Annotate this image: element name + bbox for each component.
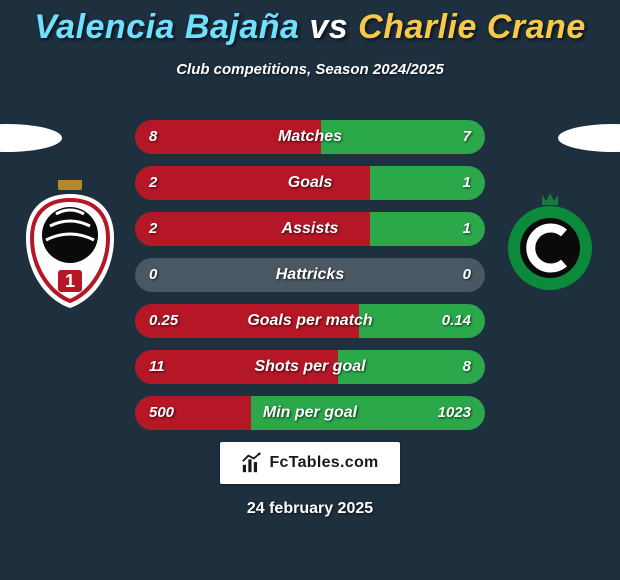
stats-panel: 87Matches 21Goals 21Assists 00Hattricks 0.25…: [135, 120, 485, 442]
stat-label: Hattricks: [135, 258, 485, 292]
stat-row: 0.250.14Goals per match: [135, 304, 485, 338]
fctables-label: FcTables.com: [269, 454, 378, 472]
stat-label: Min per goal: [135, 396, 485, 430]
player-b-name: Charlie Crane: [358, 8, 586, 46]
stat-row: 5001023Min per goal: [135, 396, 485, 430]
bar-chart-icon: [241, 452, 263, 474]
crown-icon: [542, 193, 558, 205]
club-crest-right: [500, 178, 600, 308]
stat-row: 21Assists: [135, 212, 485, 246]
ellipse-decor-right: [558, 124, 620, 152]
stat-label: Goals: [135, 166, 485, 200]
stat-row: 21Goals: [135, 166, 485, 200]
stat-label: Goals per match: [135, 304, 485, 338]
date-text: 24 february 2025: [0, 500, 620, 518]
stat-row: 00Hattricks: [135, 258, 485, 292]
crown-icon: [58, 180, 82, 190]
crest-right-svg: [500, 178, 600, 308]
crest-left-svg: 1: [20, 180, 120, 310]
stat-row: 118Shots per goal: [135, 350, 485, 384]
club-crest-left: 1: [20, 180, 120, 310]
comparison-title: Valencia Bajaña vs Charlie Crane: [0, 0, 620, 47]
crest-number: 1: [65, 271, 75, 291]
fctables-badge[interactable]: FcTables.com: [220, 442, 400, 484]
subtitle: Club competitions, Season 2024/2025: [0, 61, 620, 78]
stat-label: Assists: [135, 212, 485, 246]
stat-label: Matches: [135, 120, 485, 154]
stat-label: Shots per goal: [135, 350, 485, 384]
vs-text: vs: [309, 8, 348, 46]
player-a-name: Valencia Bajaña: [34, 8, 299, 46]
stat-row: 87Matches: [135, 120, 485, 154]
ellipse-decor-left: [0, 124, 62, 152]
